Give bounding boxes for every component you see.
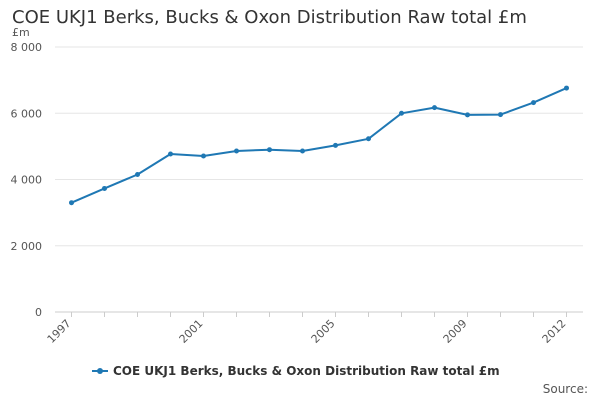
data-point[interactable] xyxy=(564,85,569,91)
data-point[interactable] xyxy=(399,110,404,116)
axes: 0 2 000 4 000 6 000 8 000 1997 2001 2005 2009 201… xyxy=(11,41,583,346)
data-point[interactable] xyxy=(366,136,371,142)
x-tick-label: 2005 xyxy=(309,317,338,346)
source-label: Source: xyxy=(542,382,588,396)
data-point[interactable] xyxy=(234,148,239,154)
data-point[interactable] xyxy=(168,151,173,157)
x-tick-label: 2009 xyxy=(441,317,470,346)
x-tick-label: 2001 xyxy=(177,317,206,346)
gridlines xyxy=(55,46,583,247)
data-point[interactable] xyxy=(432,105,437,111)
data-point[interactable] xyxy=(201,153,206,159)
legend-line-marker-icon xyxy=(92,366,108,376)
y-axis-unit-label: £m xyxy=(12,26,30,39)
x-tick-label: 2012 xyxy=(540,317,569,346)
data-point[interactable] xyxy=(102,185,107,191)
y-tick-label: 6 000 xyxy=(11,107,43,120)
data-point[interactable] xyxy=(333,142,338,148)
x-tick-label: 1997 xyxy=(45,317,74,346)
series-line xyxy=(71,87,567,204)
data-point[interactable] xyxy=(69,200,74,206)
series xyxy=(69,85,569,206)
data-point[interactable] xyxy=(531,100,536,106)
chart-title: COE UKJ1 Berks, Bucks & Oxon Distributio… xyxy=(12,7,527,28)
data-point[interactable] xyxy=(498,112,503,118)
y-tick-label: 0 xyxy=(35,306,42,319)
y-tick-label: 8 000 xyxy=(11,41,43,54)
data-point[interactable] xyxy=(135,172,140,178)
data-point[interactable] xyxy=(267,147,272,153)
y-tick-label: 4 000 xyxy=(11,174,43,187)
y-tick-label: 2 000 xyxy=(11,240,43,253)
legend-series-label: COE UKJ1 Berks, Bucks & Oxon Distributio… xyxy=(113,364,500,378)
data-point[interactable] xyxy=(465,112,470,118)
data-point[interactable] xyxy=(300,148,305,154)
legend: COE UKJ1 Berks, Bucks & Oxon Distributio… xyxy=(92,364,500,378)
